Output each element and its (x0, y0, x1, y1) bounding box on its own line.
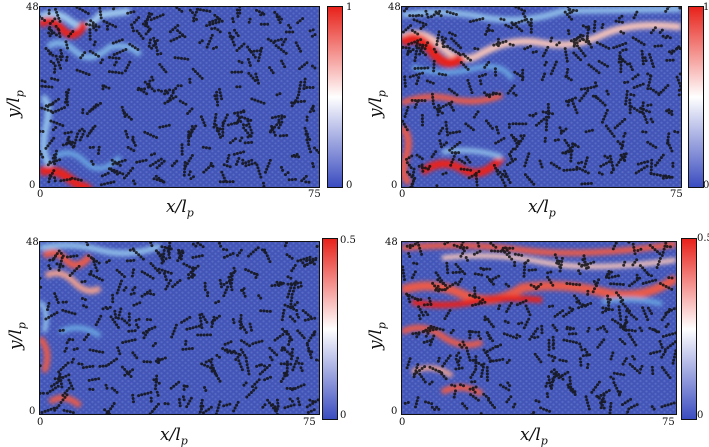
x-axis-label: x/lp (160, 425, 188, 447)
y-tick-max: 48 (385, 237, 398, 248)
colorbar-tick-max: 0.5 (340, 235, 356, 246)
colorbar-tick-min: 0 (697, 410, 704, 421)
colorbar-bottom-left (322, 238, 338, 420)
x-tick-min: 0 (399, 417, 406, 428)
colorbar-tick-min: 0 (340, 410, 347, 421)
colorbar-top-left (327, 6, 343, 188)
field-svg-top-right (402, 7, 681, 187)
y-tick-min: 0 (391, 406, 398, 417)
y-axis-label: y/lp (366, 90, 389, 118)
colorbar-tick-max: 1 (703, 2, 709, 13)
x-tick-max: 75 (308, 189, 321, 200)
x-tick-max: 75 (303, 417, 316, 428)
x-axis-label: x/lp (166, 197, 194, 220)
field-plot-bottom-right (401, 241, 677, 415)
x-tick-max: 75 (662, 417, 675, 428)
field-plot-bottom-left (39, 241, 320, 415)
x-axis-label: x/lp (528, 197, 556, 220)
y-tick-max: 48 (388, 2, 401, 13)
x-tick-min: 0 (37, 417, 44, 428)
field-plot-top-left (39, 6, 320, 188)
field-plot-top-right (401, 6, 682, 188)
x-tick-min: 0 (37, 189, 44, 200)
colorbar-tick-max: 0.5 (697, 233, 709, 244)
y-tick-max: 48 (26, 237, 39, 248)
x-tick-max: 75 (670, 189, 683, 200)
field-svg-bottom-right (402, 242, 676, 414)
colorbar-bottom-right (681, 238, 697, 420)
colorbar-tick-min: 0 (703, 180, 709, 191)
colorbar-top-right (688, 6, 704, 188)
colorbar-tick-min: 0 (346, 180, 353, 191)
colorbar-tick-max: 1 (346, 2, 353, 13)
y-axis-label: y/lp (366, 322, 389, 350)
x-axis-label: x/lp (520, 425, 548, 447)
y-tick-min: 0 (391, 180, 398, 191)
y-tick-min: 0 (29, 406, 36, 417)
field-svg-bottom-left (40, 242, 319, 414)
y-tick-min: 0 (29, 180, 36, 191)
y-axis-label: y/lp (4, 90, 27, 118)
y-axis-label: y/lp (6, 322, 29, 350)
y-tick-max: 48 (26, 2, 39, 13)
x-tick-min: 0 (399, 189, 406, 200)
field-svg-top-left (40, 7, 319, 187)
